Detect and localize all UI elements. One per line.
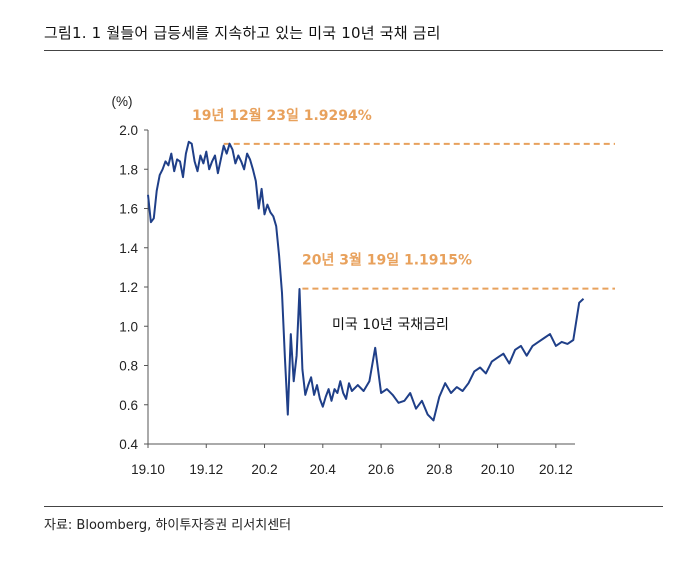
- y-tick-label: 1.8: [119, 162, 138, 177]
- series-line: [147, 140, 585, 422]
- y-tick-label: 1.0: [119, 319, 138, 334]
- y-tick-label: 1.6: [119, 202, 138, 217]
- y-tick-label: 1.4: [119, 241, 138, 256]
- x-tick-label: 19.12: [189, 462, 223, 477]
- title-divider: [44, 50, 663, 52]
- series-lines: [147, 140, 585, 422]
- reference-annotation: 20년 3월 19일 1.1915%: [302, 252, 472, 269]
- y-axis-unit: (%): [112, 94, 133, 109]
- x-tick-label: 20.4: [310, 462, 337, 477]
- x-tick-label: 20.12: [539, 462, 573, 477]
- y-tick-label: 1.2: [119, 280, 138, 295]
- reference-lines: [223, 142, 615, 290]
- y-tick-label: 0.4: [119, 437, 138, 452]
- x-tick-label: 20.8: [426, 462, 452, 477]
- x-tick-label: 19.10: [131, 462, 165, 477]
- source-divider: [44, 506, 663, 508]
- chart-labels: 19년 12월 23일 1.9294% 20년 3월 19일 1.1915% 미국 …: [192, 107, 472, 333]
- x-tick-label: 20.6: [368, 462, 394, 477]
- y-tick-label: 2.0: [119, 123, 138, 138]
- series-label: 미국 10년 국채금리: [332, 317, 449, 333]
- chart-axes: 0.4 0.6 0.8 1.0 1.2 1.4 1.6 1.8 2.0 (%) 19.10 19.12…: [112, 94, 575, 477]
- y-tick-label: 0.6: [119, 398, 138, 413]
- x-tick-label: 20.2: [251, 462, 277, 477]
- reference-annotation: 19년 12월 23일 1.9294%: [192, 107, 372, 124]
- y-tick-label: 0.8: [119, 359, 138, 374]
- source-note: 자료: Bloomberg, 하이투자증권 리서치센터: [44, 518, 292, 533]
- x-tick-label: 20.10: [481, 462, 515, 477]
- figure-title: 그림1. 1 월들어 급등세를 지속하고 있는 미국 10년 국채 금리: [44, 24, 441, 42]
